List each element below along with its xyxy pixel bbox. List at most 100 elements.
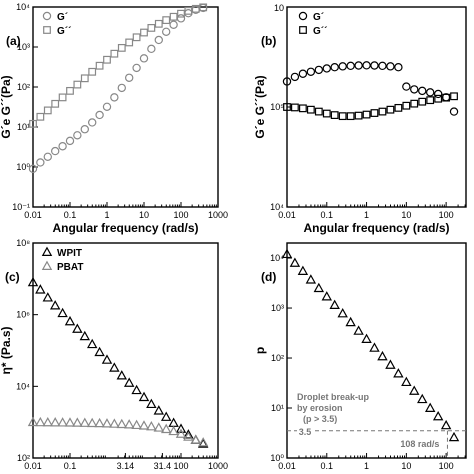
data-point <box>378 107 387 116</box>
data-point <box>146 421 157 431</box>
data-point <box>314 107 323 116</box>
data-point <box>29 119 37 128</box>
data-point <box>322 64 331 73</box>
panel-a: 0.01 0.1 1 10 100 1000 10⁻¹ 10⁰ 10¹ 10² 10³ 10⁴ Angu… <box>0 2 228 235</box>
data-point <box>162 16 171 25</box>
data-point <box>197 437 209 447</box>
data-point <box>147 24 156 32</box>
data-point <box>410 85 419 94</box>
legend-label: G´´ <box>57 26 71 37</box>
x-tick-label: 0.01 <box>24 461 42 471</box>
y-tick-label: 10¹ <box>271 403 284 413</box>
y-tick-label: 10² <box>271 353 284 363</box>
data-point <box>305 274 317 284</box>
data-point <box>160 423 172 434</box>
series-2 <box>283 92 458 121</box>
data-point <box>337 307 348 318</box>
data-point <box>434 94 443 103</box>
data-point <box>306 67 316 76</box>
data-point <box>138 420 150 430</box>
data-point <box>103 55 111 64</box>
data-point <box>417 393 428 404</box>
data-point <box>176 14 186 23</box>
data-point <box>322 109 331 118</box>
data-point <box>27 276 39 287</box>
data-point <box>94 346 105 357</box>
data-point <box>146 398 157 409</box>
data-point <box>64 417 76 427</box>
data-point <box>297 265 309 275</box>
annotation-text: Droplet break-up <box>297 392 370 402</box>
data-point <box>362 110 371 119</box>
y-tick-label: 10² <box>17 82 30 92</box>
panel-label: (d) <box>261 270 276 284</box>
data-point <box>448 431 460 442</box>
data-point <box>330 63 339 72</box>
data-point <box>314 65 324 75</box>
y-axis-title: G´e G´´(Pa) <box>253 75 267 138</box>
data-point <box>88 67 97 76</box>
data-point <box>370 109 379 117</box>
data-point <box>169 12 178 21</box>
data-point <box>86 338 98 349</box>
data-point <box>410 99 419 108</box>
data-point <box>426 88 435 97</box>
threshold-label: 3.5 <box>299 427 312 437</box>
x-tick-label: 1 <box>104 210 109 220</box>
data-point <box>175 428 187 438</box>
x-tick-label: 1000 <box>208 210 228 220</box>
x-tick-label: 0.01 <box>278 461 296 471</box>
legend-label: G´ <box>313 12 324 23</box>
legend-label: WPIT <box>57 248 82 259</box>
data-point <box>72 323 83 333</box>
data-point <box>43 152 52 161</box>
data-point <box>433 89 443 99</box>
y-tick-label: 10³ <box>271 303 284 313</box>
y-tick-label: 10⁻¹ <box>12 202 30 212</box>
data-point <box>87 118 97 127</box>
x-axis-title: Angular frequency (rad/s) <box>52 221 198 235</box>
data-point <box>116 370 128 380</box>
series-2 <box>27 416 209 447</box>
data-point <box>160 411 172 421</box>
legend-marker <box>298 11 308 21</box>
y-tick-label: 10⁰ <box>16 162 30 172</box>
data-point <box>426 96 435 105</box>
legend-marker <box>43 26 51 34</box>
data-point <box>289 257 301 267</box>
annotation-text: (p > 3.5) <box>303 414 337 424</box>
y-tick-label: 10 <box>274 3 284 13</box>
panel-label: (c) <box>5 270 20 284</box>
data-point <box>138 391 150 402</box>
x-tick-label: 3.14 <box>117 461 135 471</box>
data-point <box>79 417 91 427</box>
data-point <box>42 416 54 427</box>
y-axis-title: G´e G´´(Pa) <box>0 75 13 138</box>
data-point <box>35 284 46 294</box>
data-point <box>418 97 427 106</box>
data-point <box>80 125 89 134</box>
data-point <box>65 136 75 146</box>
x-axis-title: Angular frequency (rad/s) <box>303 221 449 235</box>
data-point <box>116 418 128 429</box>
data-point <box>131 384 142 395</box>
data-point <box>49 300 61 310</box>
legend-marker <box>41 260 53 270</box>
data-point <box>290 72 300 82</box>
data-point <box>191 4 200 13</box>
data-point <box>298 104 307 113</box>
data-point <box>394 63 403 72</box>
data-point <box>370 61 379 70</box>
data-point <box>36 158 45 167</box>
data-point <box>109 362 120 372</box>
y-tick-label: 10¹ <box>17 122 30 132</box>
data-point <box>64 315 76 326</box>
data-point <box>362 61 371 70</box>
data-point <box>123 377 135 387</box>
plot-frame <box>286 242 467 459</box>
x-tick-label: 100 <box>439 210 454 220</box>
data-point <box>147 44 156 54</box>
x-tick-label: 10 <box>401 461 411 471</box>
